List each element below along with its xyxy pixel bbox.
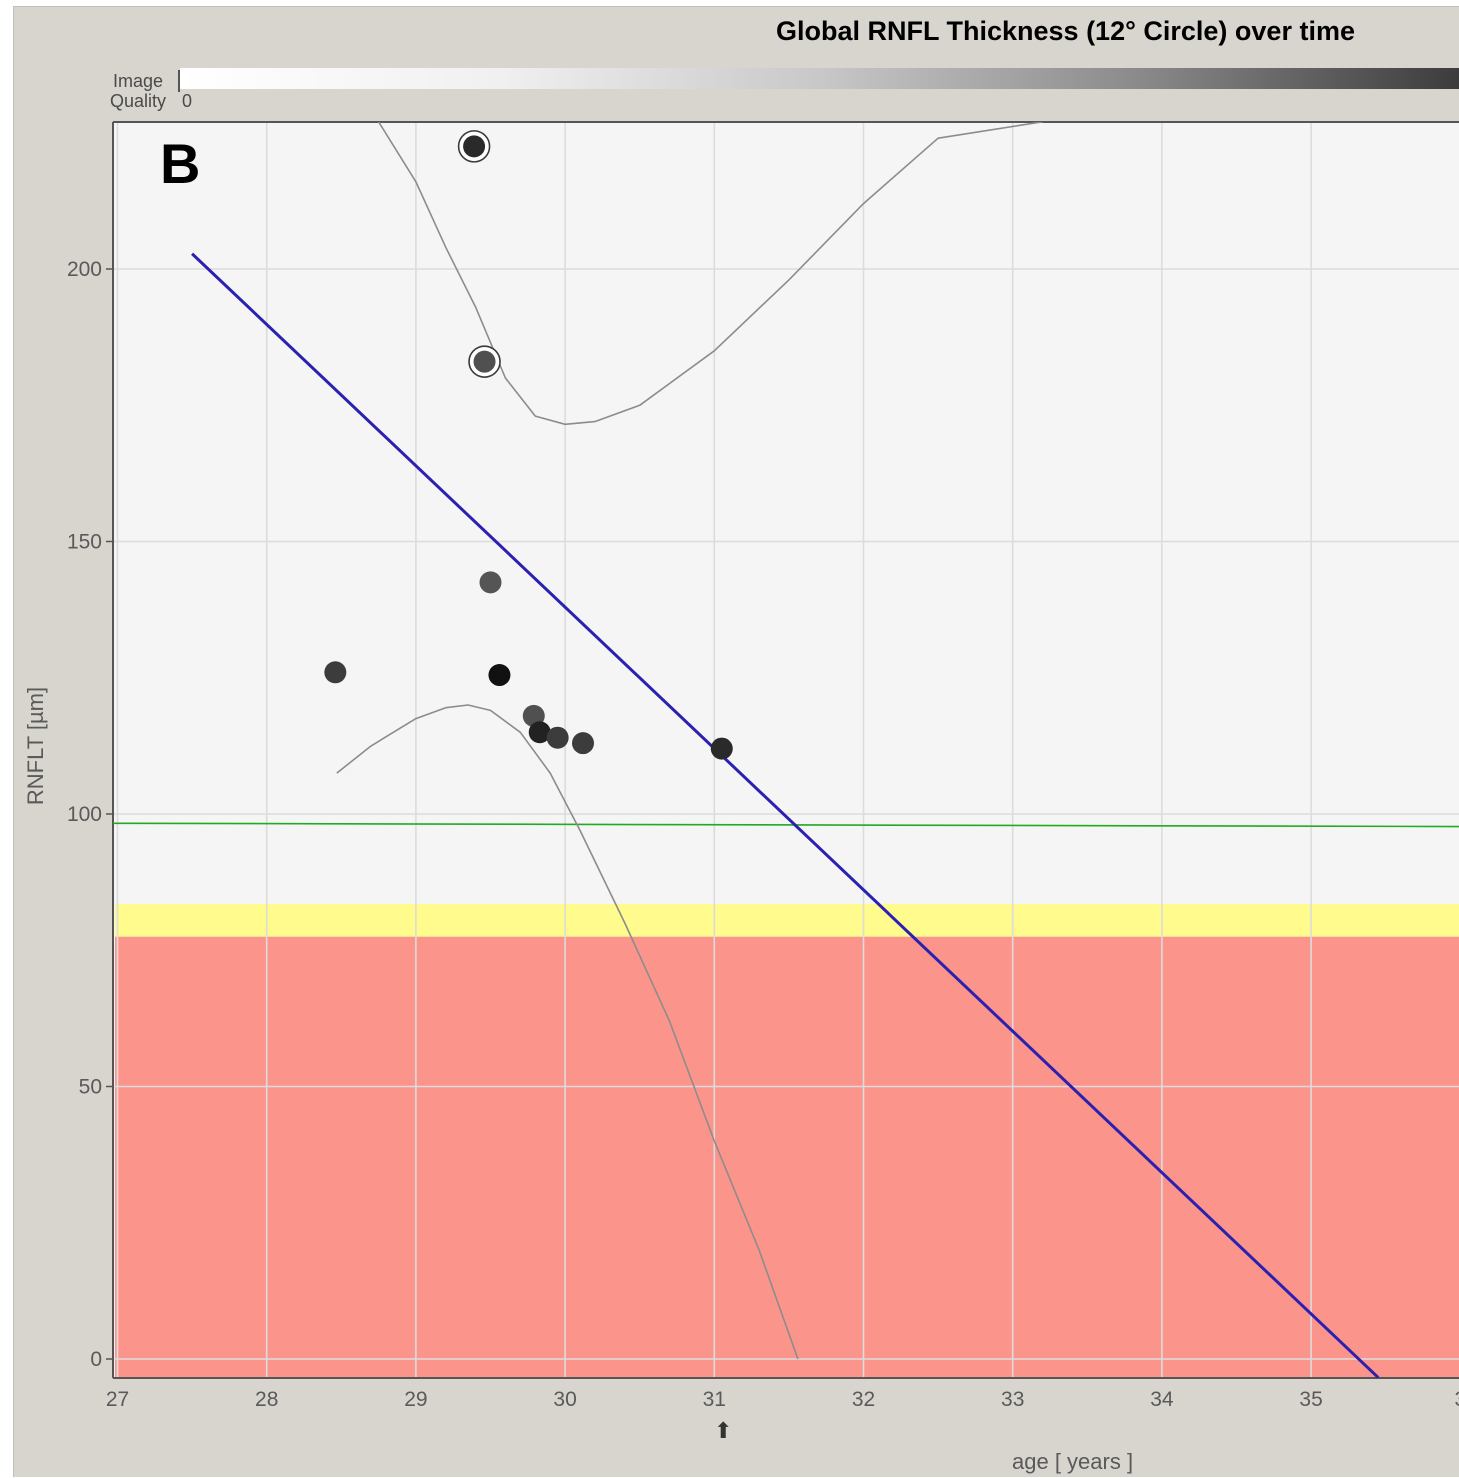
y-tick-label: 150 (67, 531, 102, 554)
data-point-6 (528, 721, 551, 744)
x-tick-label: 29 (404, 1388, 427, 1411)
confidence-lower-curve (336, 704, 799, 1360)
image-quality-label-2: Quality (110, 91, 167, 111)
data-point-3 (479, 571, 502, 594)
x-tick-label: 34 (1150, 1388, 1174, 1411)
y-tick-label: 50 (79, 1076, 102, 1099)
confidence-upper-curve (377, 122, 1043, 426)
y-tick-label: 100 (67, 803, 102, 826)
baseline-arrow-icon: ⬆ (714, 1418, 733, 1443)
y-tick-label: 200 (67, 258, 102, 281)
regression-line (191, 252, 1380, 1378)
x-tick-label: 32 (852, 1388, 875, 1411)
image-quality-value: 0 (182, 91, 193, 111)
x-tick-label: 3 (1454, 1388, 1459, 1411)
image-quality-marker (178, 70, 180, 92)
data-point-9 (710, 737, 733, 760)
band-0 (115, 936, 1459, 1378)
chart-title: Global RNFL Thickness (12° Circle) over … (776, 16, 1355, 46)
x-tick-label: 33 (1001, 1388, 1024, 1411)
x-tick-label: 35 (1299, 1388, 1322, 1411)
x-tick-label: 30 (553, 1388, 576, 1411)
reference-line (113, 822, 1459, 828)
data-point-8 (572, 732, 595, 755)
x-tick-label: 27 (106, 1388, 129, 1411)
band-1 (115, 903, 1459, 937)
data-point-2 (473, 350, 496, 373)
x-tick-label: 28 (255, 1388, 278, 1411)
data-point-4 (488, 664, 511, 687)
y-axis-label: RNFLT [µm] (23, 686, 48, 806)
data-point-7 (546, 726, 569, 749)
panel-label: B (160, 132, 201, 195)
data-point-0 (324, 661, 347, 684)
x-axis-label: age [ years ] (1012, 1449, 1134, 1474)
x-tick-label: 31 (703, 1388, 726, 1411)
image-quality-label: Image (113, 71, 164, 91)
y-tick-label: 0 (90, 1348, 102, 1371)
image-quality-gradient-bar (180, 68, 1459, 89)
data-point-1 (463, 135, 486, 158)
